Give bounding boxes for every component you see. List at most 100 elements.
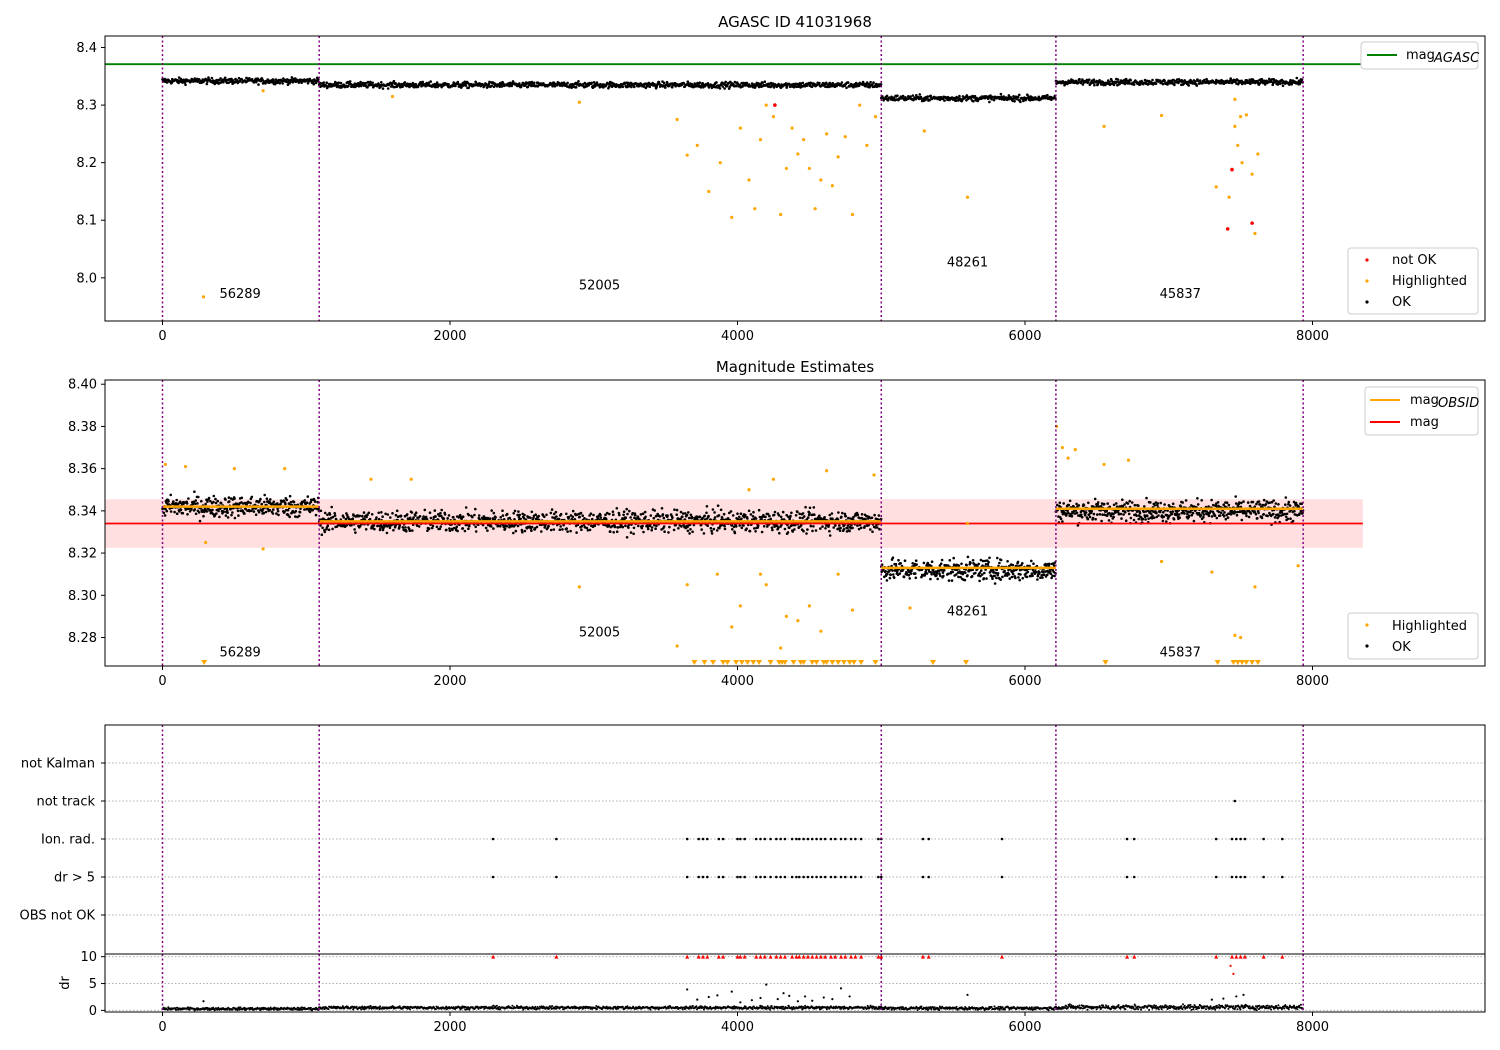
ok-point [841,511,844,515]
ok-point [1272,512,1275,516]
ok-point [873,513,876,517]
flag-point [769,875,772,879]
ok-point [806,516,810,519]
ok-point [745,527,748,530]
ok-point [705,511,708,515]
ok-point [768,514,771,518]
ok-point [184,83,187,86]
ok-point [625,536,629,539]
ok-point [731,514,735,517]
ok-point [1016,560,1020,564]
ok-point [823,516,826,519]
ok-point [1115,80,1119,84]
ok-point [654,527,657,530]
ok-point [583,517,586,520]
ok-point [219,77,222,80]
ok-point [492,85,496,89]
ok-point [216,499,219,503]
ok-point [317,507,320,511]
obsid-label: 48261 [947,604,988,619]
ok-point [974,571,977,575]
ok-point [429,516,433,520]
ok-point [428,511,432,514]
highlighted-point [409,477,413,481]
ok-point [394,513,398,517]
obsid-label: 52005 [579,625,620,640]
ok-point [811,529,814,533]
ok-point [1272,499,1275,502]
ok-point [230,513,233,517]
highlighted-point [819,178,823,182]
ok-point [723,524,726,528]
ok-point [455,525,459,528]
ok-point [454,84,457,88]
ok-point [303,499,307,502]
ok-point [652,516,656,520]
ok-point [519,517,522,521]
highlighted-point [1102,124,1106,128]
ok-point [757,508,761,512]
ok-point [1288,83,1291,86]
ok-point [705,505,709,508]
ok-point [446,517,450,520]
flag-point [859,837,863,841]
highlighted-point [796,619,800,623]
legend-mag-agasc: mag AGASC [1360,41,1480,70]
ok-point [707,514,710,518]
ok-point [461,515,465,518]
ok-point [860,526,863,530]
ok-point [1025,575,1029,579]
ok-point [761,81,764,84]
ok-point [464,84,468,87]
ok-point [167,500,170,503]
ok-point [386,87,390,90]
ok-point [702,532,706,535]
flag-point [815,875,818,879]
ok-point [518,513,521,517]
ok-point [1026,570,1030,574]
ok-point [265,497,269,501]
flag-point [823,875,827,879]
ok-point [936,577,939,581]
ok-point [445,528,448,532]
ok-point [321,526,324,530]
ok-point [448,527,451,530]
ok-point [413,85,416,89]
flag-point [1230,875,1234,879]
ok-point [557,517,561,521]
ok-point [266,78,270,81]
ok-point [1048,562,1051,566]
flag-point [802,837,805,841]
ok-point [1067,503,1071,507]
ok-point [1077,504,1081,507]
magnitude-estimates-panel: Magnitude Estimates 56289520054826145837… [68,358,1486,689]
ok-point [392,528,395,532]
ok-point [751,515,755,518]
ok-point [1226,516,1230,519]
ok-point [431,524,435,528]
ok-point [1099,504,1103,508]
ok-point [988,556,991,560]
ok-point [710,529,713,533]
ok-point [1157,514,1160,517]
ok-point [1098,79,1101,82]
ok-point [1173,83,1176,87]
ok-point [380,511,383,514]
ok-point [188,510,192,513]
ok-point [629,516,632,519]
ok-point [308,510,312,514]
ok-point [700,528,703,531]
ok-point [1011,563,1015,567]
ok-point [1149,501,1152,504]
y-tick-label: 8.2 [76,156,97,171]
ok-point [370,513,374,516]
y-tick-label: 8.0 [76,271,97,286]
ok-point [842,528,846,531]
legend-mag-label: mag [1406,48,1435,63]
ok-point [1082,504,1086,507]
flag-point [844,875,847,879]
highlighted-point [1256,152,1260,156]
panel-1-frame [104,35,1486,322]
ok-point [294,515,297,518]
ok-point [385,531,389,535]
